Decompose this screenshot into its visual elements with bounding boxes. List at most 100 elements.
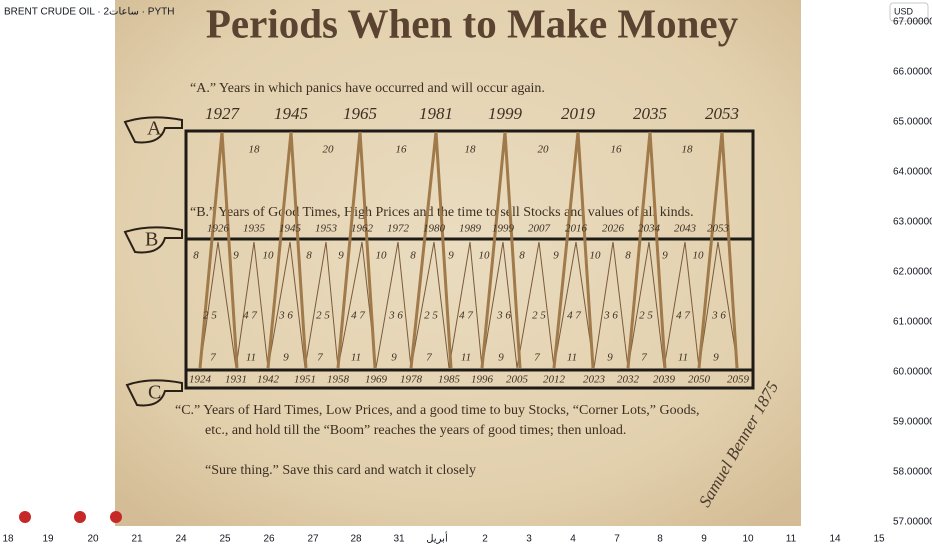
hard-year: 2012 (543, 374, 566, 386)
card-number: 10 (376, 250, 388, 262)
time-label: 4 (570, 534, 576, 545)
hard-year: 1931 (225, 374, 247, 386)
card-number: 9 (662, 250, 668, 262)
panic-peak (198, 131, 239, 369)
price-label: 63.00000 (893, 217, 932, 228)
time-label: 9 (701, 534, 707, 545)
good-year: 1945 (279, 223, 302, 235)
good-year: 1999 (492, 223, 515, 235)
good-year: 2007 (528, 223, 551, 235)
panic-peak (552, 131, 595, 369)
card-number: 7 (317, 352, 323, 364)
hard-year: 1985 (438, 374, 461, 386)
hand-letter: C (148, 382, 161, 404)
panic-peak (336, 131, 377, 369)
card-number: 10 (479, 250, 491, 262)
time-label: 7 (614, 534, 620, 545)
price-label: 64.00000 (893, 167, 932, 178)
panic-year: 1981 (419, 104, 453, 123)
time-label: 24 (175, 534, 187, 545)
card-number: 3 6 (496, 310, 511, 322)
card-number: 8 (625, 250, 631, 262)
time-label: أبريل (426, 532, 448, 545)
card-number: 3 6 (603, 310, 618, 322)
price-label: 61.00000 (893, 317, 932, 328)
time-label: 27 (307, 534, 319, 545)
interval: 18 (249, 144, 261, 156)
card-number: 8 (410, 250, 416, 262)
good-year: 1962 (351, 223, 374, 235)
event-flag[interactable] (74, 511, 86, 523)
good-year: 1989 (459, 223, 482, 235)
a-text: “A.” Years in which panics have occurred… (190, 81, 545, 96)
good-year: 2053 (707, 223, 730, 235)
interval: 20 (323, 144, 335, 156)
good-year: 1935 (243, 223, 266, 235)
event-flag[interactable] (110, 511, 122, 523)
card-number: 2 5 (639, 310, 653, 322)
price-label: 58.00000 (893, 467, 932, 478)
panic-year: 2035 (633, 104, 667, 123)
time-label: 8 (657, 534, 663, 545)
price-label: 66.00000 (893, 67, 932, 78)
good-year: 2043 (674, 223, 697, 235)
card-number: 9 (233, 250, 239, 262)
hard-year: 2059 (727, 374, 750, 386)
hard-year: 2050 (688, 374, 711, 386)
c-text: etc., and hold till the “Boom” reaches t… (205, 423, 626, 438)
good-year: 1953 (315, 223, 338, 235)
card-number: 3 6 (278, 310, 293, 322)
c-text: “C.” Years of Hard Times, Low Prices, an… (175, 403, 700, 418)
card-number: 10 (263, 250, 275, 262)
card-number: 7 (534, 352, 540, 364)
hand-letter: A (147, 118, 162, 140)
panic-year: 1945 (274, 104, 308, 123)
panic-peak (409, 131, 453, 369)
card-number: 8 (519, 250, 525, 262)
good-year: 2016 (565, 223, 588, 235)
event-flag[interactable] (19, 511, 31, 523)
card-number: 2 5 (532, 310, 546, 322)
panic-year: 2019 (561, 104, 596, 123)
card-number: 9 (338, 250, 344, 262)
panic-year: 1927 (205, 104, 241, 123)
cycle-frame (184, 129, 755, 390)
cycle-line (199, 241, 739, 369)
card-number: 11 (246, 352, 256, 364)
hard-year: 1951 (294, 374, 316, 386)
card-number: 4 7 (351, 310, 365, 322)
good-year: 1972 (387, 223, 410, 235)
card-title: Periods When to Make Money (206, 0, 739, 46)
panic-peak (480, 131, 522, 369)
card-number: 9 (607, 352, 613, 364)
symbol-title: BRENT CRUDE OIL · 2ساعات · PYTH (4, 7, 174, 18)
card-number: 10 (590, 250, 602, 262)
card-number: 3 6 (711, 310, 726, 322)
time-label: 21 (131, 534, 143, 545)
card-number: 9 (283, 352, 289, 364)
hard-year: 1969 (365, 374, 388, 386)
time-label: 31 (393, 534, 405, 545)
panic-year: 1965 (343, 104, 377, 123)
good-year: 1926 (207, 223, 230, 235)
price-label: 67.00000 (893, 17, 932, 28)
good-year: 2034 (638, 223, 661, 235)
card-number: 11 (678, 352, 688, 364)
currency-badge[interactable] (889, 2, 929, 22)
price-label: 62.00000 (893, 267, 932, 278)
card-number: 3 6 (388, 310, 403, 322)
time-label: 15 (873, 534, 885, 545)
currency[interactable]: USD (894, 6, 914, 16)
card-number: 9 (391, 352, 397, 364)
card-number: 9 (498, 352, 504, 364)
price-label: 65.00000 (893, 117, 932, 128)
hard-year: 1958 (327, 374, 350, 386)
time-label: 14 (829, 534, 841, 545)
c-text: “Sure thing.” Save this card and watch i… (205, 463, 476, 478)
interval: 18 (465, 144, 477, 156)
time-label: 18 (2, 534, 14, 545)
panic-peak (697, 131, 739, 369)
panic-year: 1999 (488, 104, 523, 123)
hard-year: 1924 (189, 374, 212, 386)
